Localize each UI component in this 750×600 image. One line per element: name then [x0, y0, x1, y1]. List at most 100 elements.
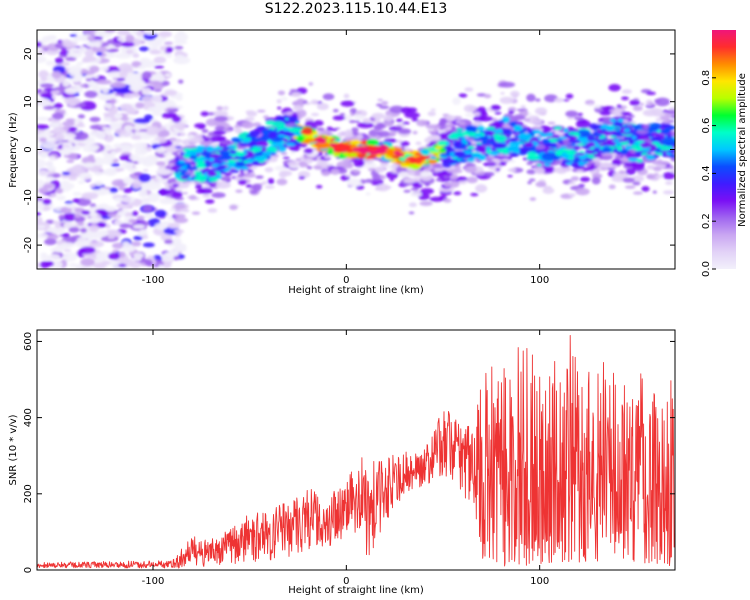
spectrogram-cell [62, 80, 70, 87]
spectrogram-cell [536, 163, 542, 167]
spectrogram-cell [568, 139, 575, 143]
spectrogram-cell [419, 149, 431, 155]
spectrogram-cell [527, 181, 532, 185]
spectrogram-cell [134, 147, 148, 156]
spectrogram-cell [352, 170, 360, 174]
spectrogram-cell [640, 141, 651, 149]
spectrogram-cell [322, 93, 335, 101]
spectrogram-cell [153, 65, 165, 69]
spectrogram-cell [555, 150, 563, 157]
colorbar-tick-label: 0.2 [701, 213, 712, 229]
spectrogram-cell [660, 123, 672, 129]
spectrogram-cell [490, 104, 501, 111]
spectrogram-cell [44, 238, 57, 246]
spectrogram-cell [151, 94, 163, 105]
spectrogram-cell [107, 252, 120, 260]
spectrogram-cell [427, 111, 436, 117]
spectrogram-cell [656, 174, 664, 178]
spectrogram-cell [613, 108, 624, 117]
spectrogram-cell [614, 127, 621, 130]
spectrogram-cell [574, 116, 584, 121]
spectrogram-cell [470, 192, 479, 197]
spectrogram-cell [219, 150, 230, 157]
spectrogram-cell [608, 83, 621, 92]
spectrogram-cell [141, 87, 152, 96]
spectrogram-cell [543, 185, 552, 190]
spectrogram-cell [108, 53, 115, 59]
spectrogram-cell [556, 139, 563, 142]
spectrogram-cell [453, 191, 462, 196]
spectrogram-cell [351, 127, 359, 133]
spectrogram-cell [227, 159, 237, 164]
spectrogram-cell [579, 155, 587, 160]
spectrogram-cell [381, 100, 389, 106]
y-tick-label: 200 [23, 484, 34, 503]
spectrogram-cell [92, 187, 109, 196]
spectrogram-cell [96, 79, 112, 85]
spectrogram-cell [71, 164, 86, 175]
spectrogram-cell [593, 133, 603, 137]
spectrogram-cell [119, 154, 133, 161]
spectrogram-cell [142, 242, 155, 248]
spectrogram-cell [220, 175, 232, 182]
spectrogram-cell [179, 132, 186, 137]
spectrogram-cell [43, 105, 55, 110]
spectrogram-cell [175, 174, 182, 179]
spectrogram-cell [318, 139, 327, 144]
spectrogram-cell [47, 165, 57, 172]
spectrogram-cell [632, 162, 645, 172]
spectrogram-cell [121, 243, 136, 253]
spectrogram-cell [64, 87, 78, 95]
spectrogram-cell [475, 144, 482, 147]
spectrogram-cell [306, 166, 313, 170]
spectrogram-cell [174, 105, 184, 110]
snr-frame [36, 329, 676, 571]
spectrogram-cell [92, 46, 107, 54]
spectrogram-cell [116, 77, 126, 82]
spectrogram-cell [71, 30, 80, 34]
spectrogram-cell [418, 155, 427, 161]
spectrogram-cell [105, 205, 117, 212]
spectrogram-cell [547, 121, 556, 125]
spectrogram-cell [467, 145, 475, 150]
spectrogram-cell [125, 49, 134, 55]
spectrogram-cell [466, 157, 475, 163]
spectrogram-cell [654, 99, 661, 103]
spectrogram-cell [508, 110, 515, 115]
spectrogram-cell [483, 132, 491, 135]
spectrogram-cell [68, 262, 78, 268]
spectrogram-cell [72, 191, 82, 196]
spectrogram-cell [81, 156, 96, 164]
spectrogram-cell [608, 184, 616, 190]
spectrogram-cell [102, 88, 110, 94]
spectrogram-cell [139, 129, 148, 132]
spectrogram-cell [60, 206, 72, 214]
spectrogram-cell [40, 76, 48, 82]
spectrogram-cell [129, 261, 142, 269]
spectrogram-cell [89, 116, 101, 123]
spectrogram-cell [587, 103, 594, 106]
spectrogram-cell [74, 213, 82, 218]
spectrogram-cell [99, 66, 109, 72]
spectrogram-cell [243, 170, 249, 174]
spectrogram-cell [77, 237, 87, 243]
spectrogram-cell [442, 158, 456, 165]
spectrogram-cell [104, 160, 113, 166]
spectrogram-cell [138, 189, 148, 198]
spectrogram-cell [64, 200, 74, 205]
spectrogram-cell [173, 40, 188, 45]
spectrogram-cell [48, 253, 61, 261]
snr-axes: -100 0 100 0 200 400 600 [23, 330, 675, 587]
spectrogram-cell [529, 197, 537, 201]
spectrogram-cell [37, 169, 49, 177]
spectrogram-cell [460, 144, 467, 148]
spectrogram-cell [464, 166, 477, 173]
spectrogram-cell [142, 181, 162, 191]
spectrogram-cell [641, 186, 650, 192]
spectrogram-cell [68, 176, 78, 181]
spectrogram-cell [132, 210, 139, 217]
spectrogram-cell [82, 235, 95, 239]
spectrogram-cell [481, 140, 489, 146]
spectrogram-cell [484, 153, 489, 157]
spectrogram-cell [178, 79, 184, 84]
